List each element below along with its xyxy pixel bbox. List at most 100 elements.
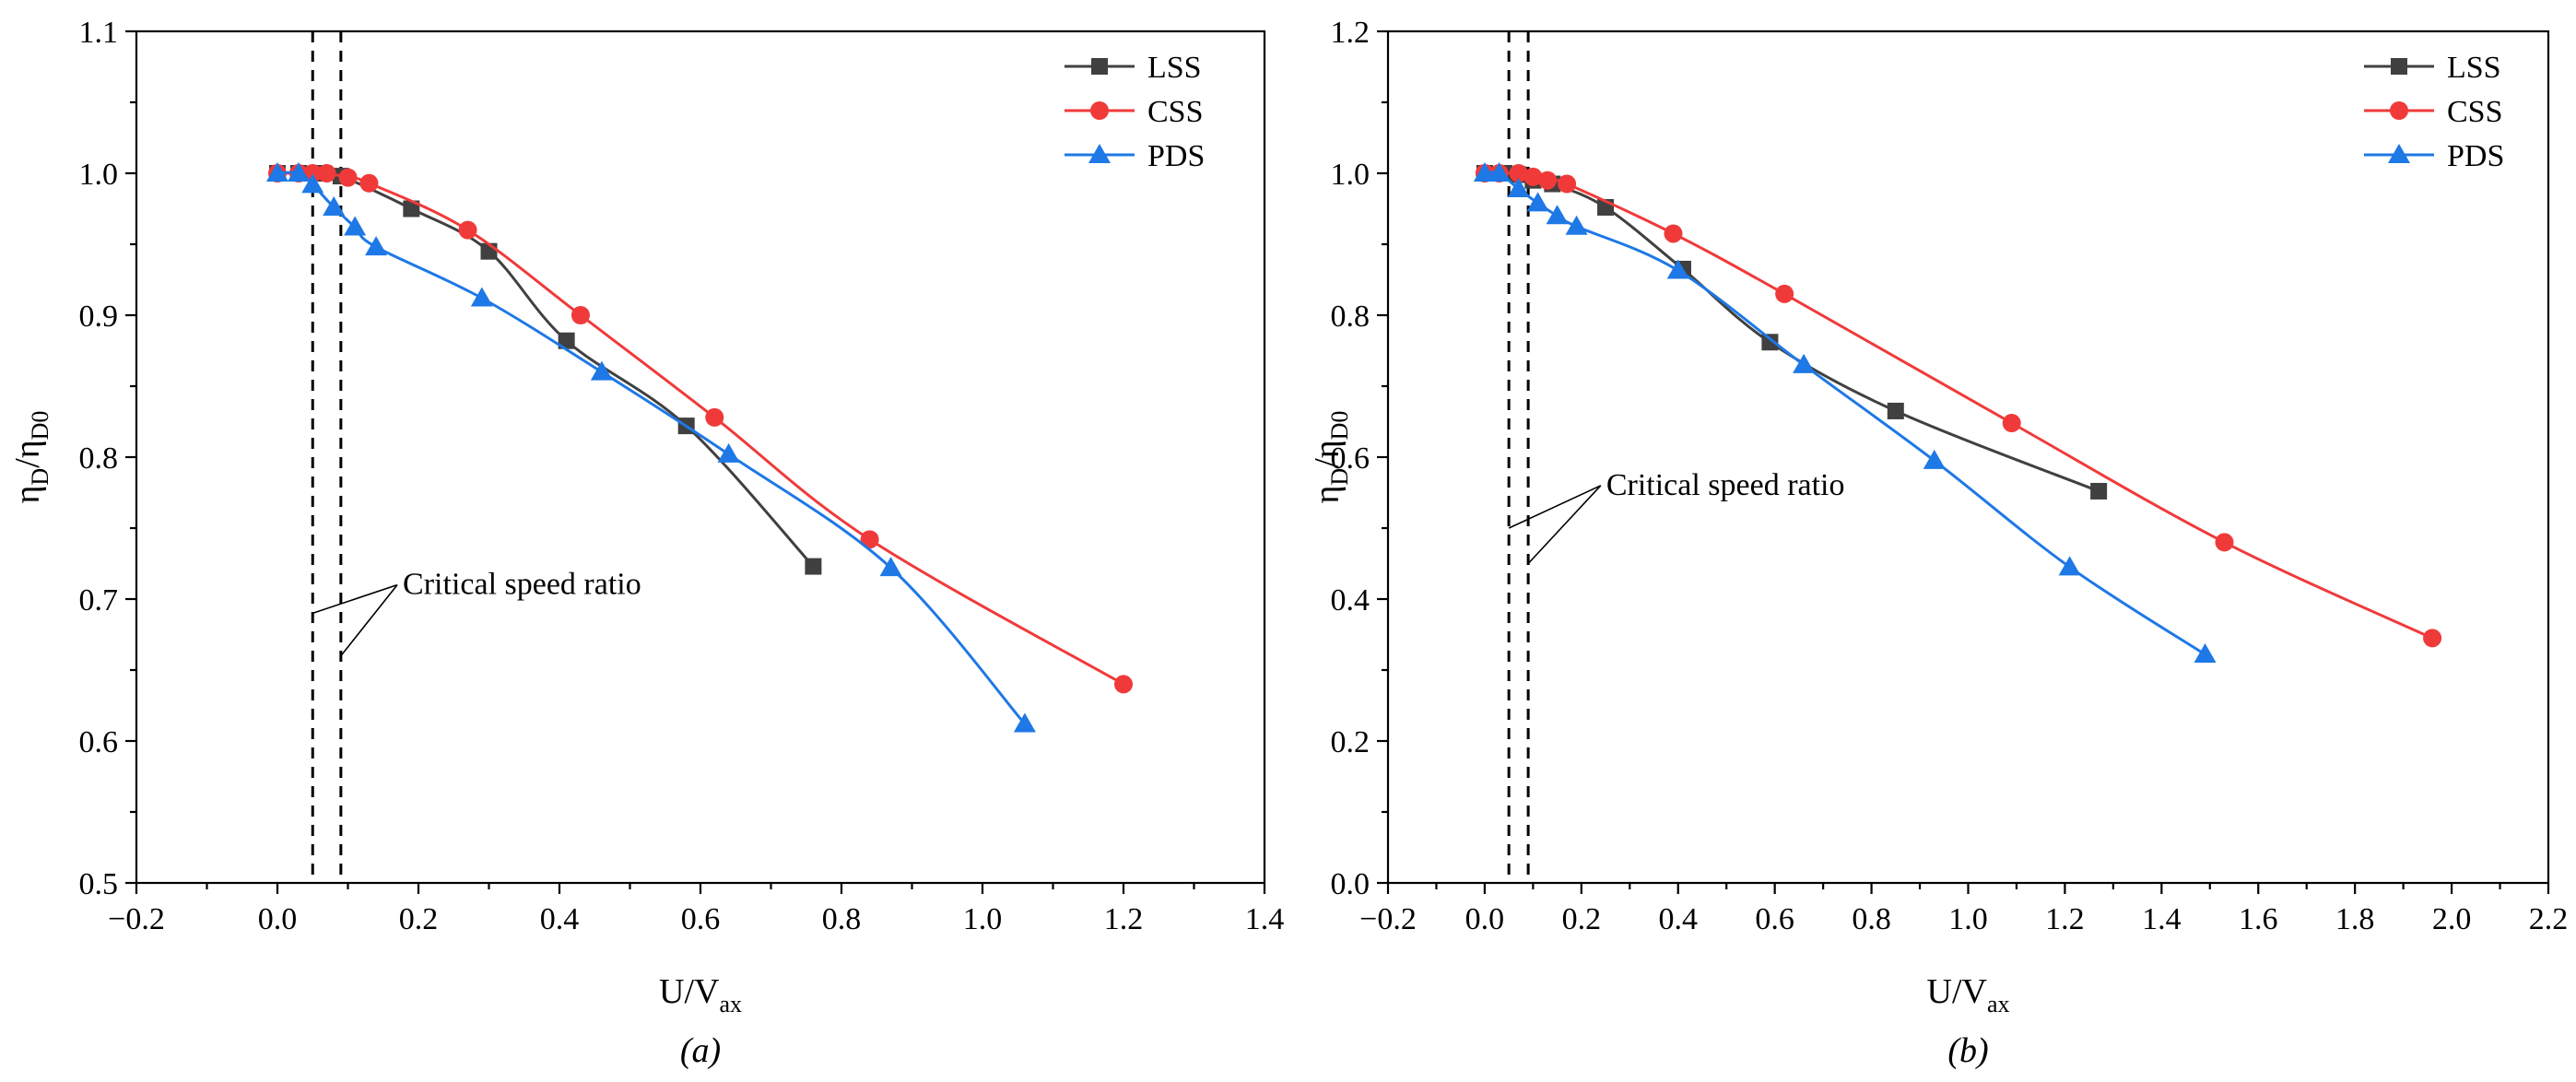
data-point-css	[1114, 675, 1133, 694]
data-point-css	[359, 173, 379, 193]
legend-label-pds: PDS	[2447, 139, 2504, 173]
data-point-pds	[590, 360, 613, 381]
y-tick-label: 0.7	[79, 583, 119, 617]
data-point-pds	[1473, 162, 1496, 182]
x-tick-label: 1.0	[963, 902, 1003, 936]
chart-panel-b: −0.2 0.0 0.2 0.4 0.6 0.8 1.0 1.2 1.4 1.6 1.8 2.0 2.2…	[1308, 16, 2568, 1070]
data-point-css	[317, 164, 336, 182]
data-point-pds	[1013, 712, 1036, 733]
series-line-css	[277, 171, 1124, 686]
y-tick-label: 0.9	[79, 300, 119, 334]
legend-marker-pds	[2388, 144, 2410, 163]
y-tick-label: 1.0	[1331, 158, 1370, 192]
data-point-pds	[287, 162, 310, 182]
legend-marker-css	[2390, 101, 2408, 120]
legend-marker-lss	[1091, 58, 1108, 75]
series-pds	[1473, 162, 2217, 664]
data-point-css	[1558, 174, 1577, 194]
data-point-css	[303, 164, 323, 182]
x-tick-label: −0.2	[1359, 902, 1417, 936]
x-tick-label: 1.4	[2142, 902, 2182, 936]
data-point-css	[458, 220, 477, 240]
annotation-text: Critical speed ratio	[1606, 468, 1845, 502]
legend-marker-css	[1090, 101, 1109, 120]
data-point-lss	[558, 332, 575, 349]
y-tick-label: 0.6	[79, 725, 119, 759]
legend-label-css: CSS	[2447, 95, 2503, 129]
x-tick-label: 1.0	[1948, 902, 1988, 936]
annotation-leader	[312, 583, 398, 615]
x-tick-label: 0.2	[1562, 902, 1602, 936]
series-line-pds	[1484, 171, 2206, 656]
legend-label-lss: LSS	[1147, 51, 1202, 85]
data-point-pds	[1666, 259, 1689, 279]
series-css	[268, 164, 1133, 694]
legend: LSS CSS PDS	[1065, 51, 1205, 173]
legend: LSS CSS PDS	[2364, 51, 2504, 173]
data-point-lss	[2090, 482, 2108, 500]
panel-label: (a)	[680, 1031, 721, 1070]
data-point-css	[1509, 164, 1528, 182]
x-tick-label: −0.2	[108, 902, 165, 936]
series-line-pds	[276, 171, 1027, 725]
y-tick-label: 1.2	[1331, 16, 1370, 50]
data-point-pds	[470, 287, 493, 307]
data-point-css	[1523, 167, 1543, 186]
x-tick-label: 0.8	[1852, 902, 1891, 936]
y-tick-label: 1.1	[79, 16, 119, 50]
data-point-css	[2215, 533, 2234, 552]
panel-label: (b)	[1947, 1031, 1988, 1070]
y-tick-label: 0.0	[1331, 867, 1370, 901]
legend-marker-lss	[2391, 58, 2407, 75]
y-tick-label: 0.6	[1331, 441, 1370, 476]
x-tick-label: 0.0	[1465, 902, 1505, 936]
data-point-pds	[879, 557, 902, 577]
data-point-pds	[365, 236, 388, 256]
data-point-css	[1775, 284, 1794, 303]
data-point-lss	[1887, 402, 1904, 419]
legend-label-pds: PDS	[1147, 139, 1205, 173]
data-point-lss	[403, 200, 420, 218]
data-point-pds	[1488, 162, 1511, 182]
data-point-lss	[805, 558, 822, 575]
data-point-pds	[1546, 205, 1569, 225]
plot-frame	[1386, 29, 2550, 885]
data-point-pds	[266, 162, 288, 182]
data-point-css	[2002, 414, 2021, 433]
data-point-pds	[1923, 449, 1946, 469]
data-point-css	[2423, 629, 2442, 648]
data-point-css	[860, 530, 879, 549]
x-tick-label: 1.2	[2045, 902, 2085, 936]
data-point-css	[570, 306, 590, 324]
data-point-pds	[1507, 177, 1530, 197]
y-tick-label: 0.2	[1331, 725, 1370, 759]
x-tick-label: 0.6	[681, 902, 721, 936]
y-tick-label: 0.5	[79, 867, 119, 901]
x-tick-label: 1.2	[1104, 902, 1144, 936]
x-tick-label: 0.8	[822, 902, 862, 936]
series-lss	[1476, 165, 2108, 500]
data-point-pds	[2058, 556, 2081, 576]
x-tick-label: 0.2	[399, 902, 439, 936]
data-point-pds	[1526, 192, 1549, 212]
x-tick-label: 1.4	[1245, 902, 1285, 936]
y-tick-label: 0.8	[79, 441, 119, 476]
data-point-pds	[1565, 215, 1588, 235]
data-point-pds	[717, 442, 740, 463]
data-point-pds	[1793, 353, 1816, 373]
data-point-css	[1664, 224, 1683, 243]
legend-label-css: CSS	[1147, 95, 1204, 129]
data-point-pds	[323, 195, 346, 216]
data-point-css	[338, 168, 358, 187]
x-tick-label: 1.8	[2335, 902, 2375, 936]
data-point-css	[1538, 171, 1558, 190]
x-tick-label: 0.4	[540, 902, 580, 936]
data-point-lss	[1761, 334, 1779, 351]
annotation-text: Critical speed ratio	[403, 568, 641, 602]
annotation-leader	[1508, 485, 1602, 529]
series-css	[1475, 164, 2442, 648]
x-tick-label: 2.0	[2432, 902, 2472, 936]
x-axis-title: U/Vax	[659, 972, 742, 1017]
y-axis-title: ηD/ηD0	[1308, 411, 1353, 504]
